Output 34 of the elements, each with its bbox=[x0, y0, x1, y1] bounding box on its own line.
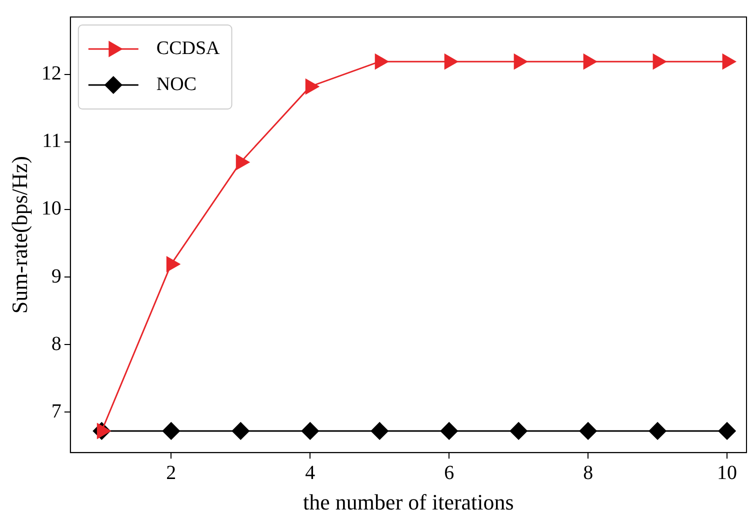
point bbox=[514, 54, 528, 70]
point bbox=[301, 422, 319, 440]
point bbox=[96, 423, 110, 439]
x-tick-label: 2 bbox=[166, 462, 176, 484]
point bbox=[579, 422, 597, 440]
y-axis-title: Sum-rate(bps/Hz) bbox=[6, 156, 32, 314]
x-tick-label: 4 bbox=[305, 462, 316, 484]
point bbox=[440, 422, 458, 440]
x-tick-label: 10 bbox=[717, 462, 738, 484]
point bbox=[232, 422, 250, 440]
point bbox=[370, 422, 388, 440]
point bbox=[718, 422, 736, 440]
point bbox=[583, 54, 597, 70]
x-axis-title: the number of iterations bbox=[303, 490, 514, 515]
point bbox=[510, 422, 528, 440]
x-tick-label: 8 bbox=[583, 462, 594, 484]
legend-label: CCDSA bbox=[156, 38, 220, 59]
y-tick-label: 8 bbox=[51, 332, 62, 355]
point bbox=[444, 54, 458, 70]
y-tick-label: 10 bbox=[41, 198, 62, 220]
y-tick-label: 11 bbox=[42, 130, 62, 152]
y-tick-label: 12 bbox=[41, 62, 62, 85]
x-tick-label: 6 bbox=[444, 462, 454, 484]
point bbox=[166, 256, 180, 272]
legend-label: NOC bbox=[156, 74, 197, 95]
point bbox=[305, 78, 319, 94]
point bbox=[722, 54, 736, 70]
y-tick-label: 7 bbox=[51, 400, 62, 422]
point bbox=[162, 422, 180, 440]
point bbox=[648, 422, 666, 440]
point bbox=[236, 154, 250, 170]
y-tick-label: 9 bbox=[51, 265, 62, 288]
point bbox=[374, 54, 388, 70]
point bbox=[652, 54, 666, 70]
